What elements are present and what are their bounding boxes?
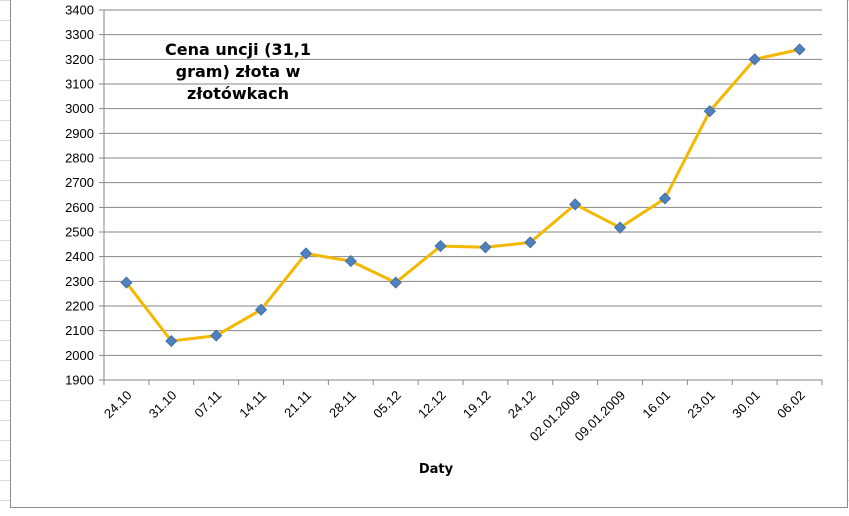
- x-axis: 24.10 31.10 07.11 14.11 21.11 28.11 05.12 12.12…: [101, 379, 823, 444]
- x-tick-label: 21.11: [281, 388, 314, 421]
- y-tick-label: 3300: [65, 27, 94, 42]
- data-point-marker[interactable]: [748, 53, 761, 66]
- y-tick-label: 3000: [65, 101, 94, 116]
- data-point-marker[interactable]: [793, 43, 806, 56]
- y-tick-label: 3100: [65, 77, 94, 92]
- chart-title: Cena uncji (31,1 gram) złota w złotówkach: [165, 40, 311, 103]
- x-tick-label: 28.11: [326, 388, 359, 421]
- y-tick-label: 3400: [65, 3, 94, 18]
- y-tick-label: 2100: [65, 323, 94, 338]
- y-tick-label: 2800: [65, 151, 94, 166]
- y-tick-label: 2500: [65, 225, 94, 240]
- data-point-marker[interactable]: [344, 255, 357, 268]
- y-tick-label: 2200: [65, 299, 94, 314]
- y-tick-label: 2000: [65, 348, 94, 363]
- x-tick-label: 31.10: [146, 388, 180, 422]
- x-tick-label: 12.12: [415, 388, 449, 422]
- x-tick-label: 05.12: [370, 388, 404, 422]
- x-tick-label: 16.01: [639, 388, 673, 422]
- x-tick-label: 30.01: [729, 388, 763, 422]
- chart-title-line: złotówkach: [187, 84, 289, 103]
- x-tick-label: 24.10: [101, 388, 135, 422]
- x-tick-label: 06.02: [774, 388, 808, 422]
- data-point-marker[interactable]: [569, 198, 582, 211]
- chart-title-line: gram) złota w: [176, 62, 301, 81]
- x-tick-label: 14.11: [236, 388, 269, 421]
- data-point-marker[interactable]: [524, 236, 537, 249]
- series-line: [125, 48, 800, 343]
- y-tick-label: 2600: [65, 200, 94, 215]
- y-tick-label: 2300: [65, 274, 94, 289]
- data-point-marker[interactable]: [165, 334, 178, 348]
- data-point-marker[interactable]: [254, 303, 268, 316]
- gridlines: [99, 9, 822, 381]
- data-point-marker[interactable]: [389, 276, 402, 289]
- y-tick-label: 2900: [65, 126, 94, 141]
- data-point-marker[interactable]: [434, 239, 447, 253]
- y-axis: 1900 2000 2100 2200 2300 2400 2500 2600 2700 2800…: [65, 3, 105, 388]
- data-point-marker[interactable]: [703, 105, 716, 118]
- series-group: [120, 43, 806, 348]
- x-tick-label: 23.01: [684, 388, 718, 422]
- y-tick-label: 2400: [65, 249, 94, 264]
- data-point-marker[interactable]: [299, 247, 313, 260]
- y-tick-label: 1900: [65, 373, 94, 388]
- data-point-marker[interactable]: [658, 192, 672, 205]
- data-point-marker[interactable]: [613, 221, 627, 234]
- chart-title-line: Cena uncji (31,1: [165, 40, 311, 59]
- x-tick-label: 07.11: [191, 388, 224, 421]
- data-point-marker[interactable]: [479, 241, 492, 254]
- x-tick-label: 19.12: [460, 388, 494, 422]
- y-tick-label: 2700: [65, 175, 94, 190]
- x-axis-title: Daty: [419, 462, 454, 477]
- data-point-marker[interactable]: [210, 329, 223, 342]
- y-tick-label: 3200: [65, 52, 94, 67]
- data-point-marker[interactable]: [120, 276, 133, 289]
- x-tick-label: 24.12: [505, 388, 539, 422]
